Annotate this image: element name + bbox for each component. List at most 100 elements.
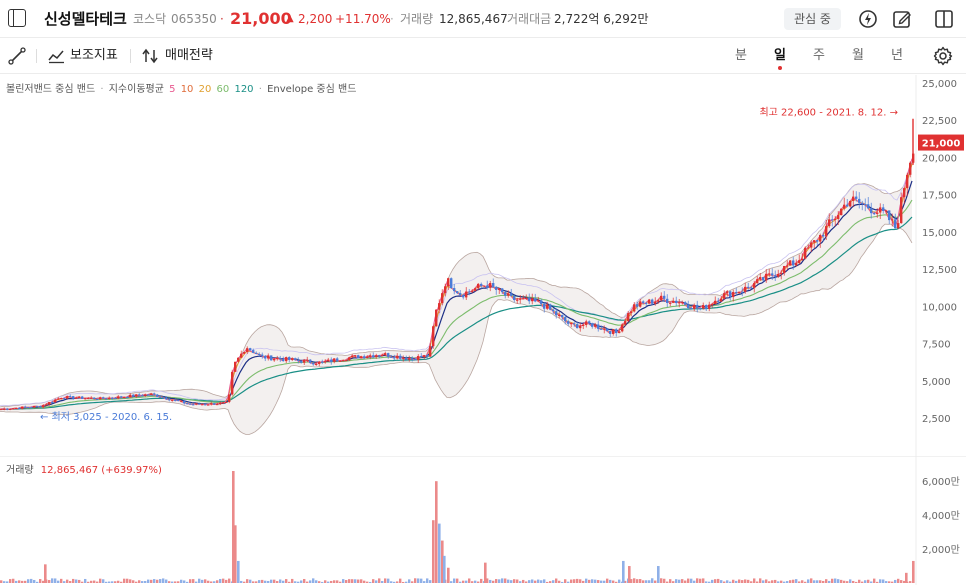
volume-bar xyxy=(840,579,843,583)
candle-body xyxy=(321,361,324,363)
period-minute[interactable]: 분 xyxy=(735,48,747,63)
period-year[interactable]: 년 xyxy=(891,48,903,63)
candle-body xyxy=(72,396,75,399)
split-view-icon[interactable] xyxy=(933,8,955,30)
volume-bar xyxy=(192,579,195,583)
candle-body xyxy=(816,240,819,242)
candle-body xyxy=(888,210,891,221)
volume-bar xyxy=(60,578,63,583)
candle-body xyxy=(438,303,441,310)
volume-bar xyxy=(249,579,252,583)
candle-body xyxy=(525,297,528,299)
lightning-icon[interactable] xyxy=(857,8,879,30)
volume-bar xyxy=(318,581,321,583)
stock-name[interactable]: 신성델타테크 xyxy=(44,10,127,28)
volume-bar xyxy=(453,578,456,583)
volume-bar xyxy=(561,581,564,583)
volume-bar xyxy=(639,579,642,583)
candle-body xyxy=(498,288,501,290)
volume-spike-bar xyxy=(622,560,625,583)
candle-body xyxy=(3,408,6,410)
candle-body xyxy=(414,358,417,361)
volume-bar xyxy=(717,578,720,583)
volume-bar xyxy=(909,581,912,583)
volume-bar xyxy=(303,578,306,583)
volume-bar xyxy=(477,581,480,583)
candle-body xyxy=(789,260,792,266)
candle-body xyxy=(813,240,816,243)
candle-body xyxy=(234,361,237,372)
candle-body xyxy=(468,291,471,293)
volume-bar xyxy=(138,580,141,583)
candle-body xyxy=(885,210,888,212)
candle-body xyxy=(63,398,66,400)
period-day[interactable]: 일 xyxy=(770,38,790,74)
volume-bar xyxy=(660,578,663,583)
ema-legend-label[interactable]: 지수이동평균 xyxy=(108,84,164,95)
volume-bar xyxy=(126,578,129,583)
volume-bar xyxy=(429,580,432,583)
volume-bar xyxy=(690,578,693,583)
volume-bar xyxy=(741,580,744,583)
candle-body xyxy=(903,188,906,198)
volume-bar xyxy=(612,580,615,583)
volume-bar xyxy=(624,580,627,583)
candle-body xyxy=(774,275,777,277)
volume-bar xyxy=(423,581,426,583)
volume-bar xyxy=(180,579,183,583)
volume-bar xyxy=(195,581,198,583)
candle-body xyxy=(456,291,459,294)
candle-body xyxy=(75,397,78,399)
volume-bar xyxy=(543,579,546,583)
candle-body xyxy=(732,292,735,298)
volume-bar xyxy=(204,579,207,583)
volume-bar xyxy=(792,579,795,583)
volume-bar xyxy=(537,579,540,583)
candle-body xyxy=(219,402,222,405)
volume-bar xyxy=(645,580,648,583)
volume-bar xyxy=(576,578,579,583)
volume-chart[interactable]: 6,000만 4,000만 2,000만 xyxy=(0,456,966,585)
sidebar-toggle-icon[interactable] xyxy=(8,9,26,27)
volume-bar xyxy=(123,578,126,583)
volume-bar xyxy=(270,579,273,583)
price-chart[interactable]: 25,000 22,500 20,000 17,500 15,000 12,500 10,0… xyxy=(0,75,966,456)
bollinger-lower-line xyxy=(0,223,913,435)
volume-bar xyxy=(672,581,675,583)
candle-body xyxy=(699,308,702,310)
volume-spike-bar xyxy=(443,555,446,583)
volume-bar xyxy=(408,579,411,583)
candle-body xyxy=(765,273,768,281)
candle-body xyxy=(603,328,606,330)
volume-bar xyxy=(726,580,729,583)
candle-body xyxy=(564,317,567,322)
volume-spike-bar xyxy=(232,471,235,583)
period-week[interactable]: 주 xyxy=(813,48,825,63)
draw-line-icon[interactable] xyxy=(8,47,26,65)
envelope-legend[interactable]: Envelope 중심 밴드 xyxy=(267,84,357,95)
volume-bar xyxy=(168,581,171,583)
volume-bar xyxy=(219,578,222,583)
candle-body xyxy=(12,408,15,410)
volume-bar xyxy=(414,578,417,583)
y-tick-label: 5,000 xyxy=(922,377,951,388)
volume-bar xyxy=(132,580,135,583)
candle-body xyxy=(162,397,165,399)
candle-body xyxy=(354,355,357,357)
bollinger-legend[interactable]: 볼린저밴드 중심 밴드 xyxy=(6,84,96,95)
period-month[interactable]: 월 xyxy=(852,48,864,63)
candle-body xyxy=(303,359,306,363)
candle-body xyxy=(66,396,69,399)
candle-body xyxy=(261,354,264,356)
y-tick-label: 15,000 xyxy=(922,228,957,239)
candle-body xyxy=(111,397,114,399)
edit-icon[interactable] xyxy=(891,8,913,30)
candle-body xyxy=(423,355,426,358)
volume-spike-bar xyxy=(237,560,240,583)
volume-bar xyxy=(759,578,762,583)
candle-body xyxy=(297,359,300,361)
candle-body xyxy=(69,396,72,398)
watchlist-button[interactable]: 관심 중 xyxy=(784,8,841,30)
settings-gear-icon[interactable] xyxy=(933,46,953,66)
candle-body xyxy=(756,279,759,284)
